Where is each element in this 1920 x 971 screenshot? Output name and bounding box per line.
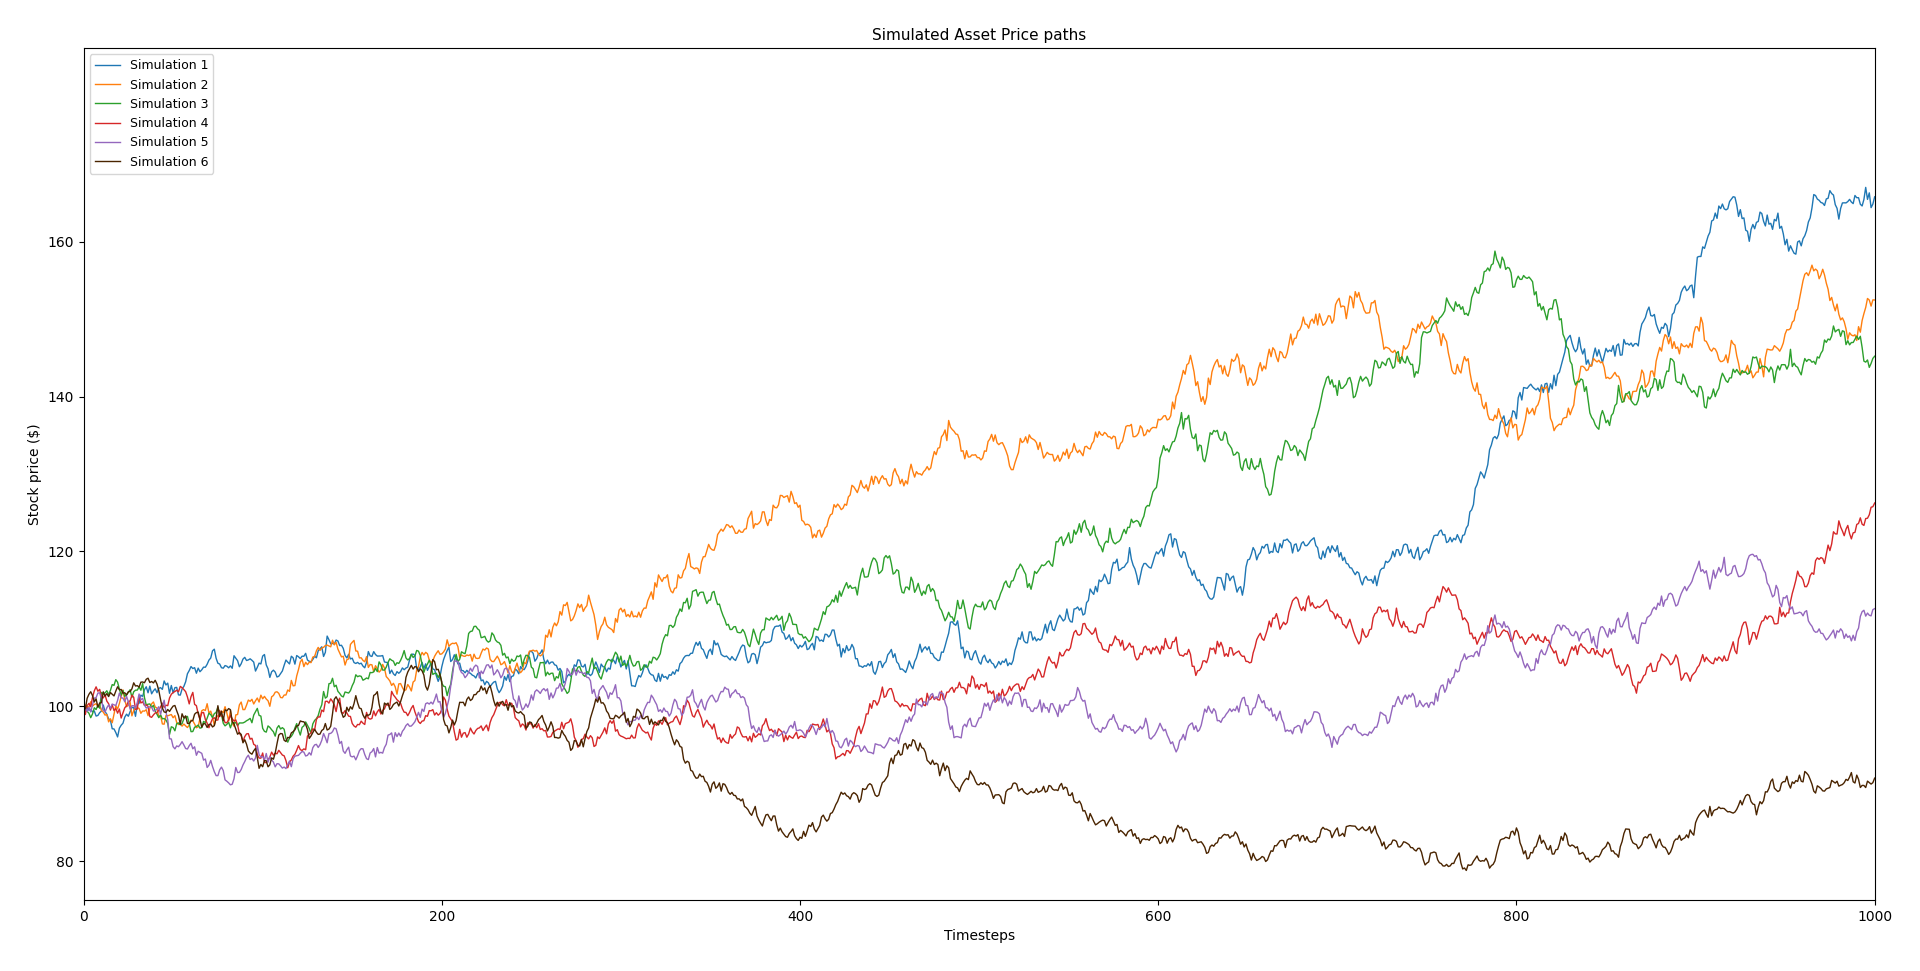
Simulation 2: [184, 721, 207, 733]
Simulation 1: [1862, 191, 1885, 203]
Simulation 1: [1855, 182, 1878, 193]
Simulation 3: [180, 725, 204, 737]
Simulation 2: [180, 715, 204, 726]
Line: Simulation 5: Simulation 5: [84, 554, 1874, 785]
Line: Simulation 1: Simulation 1: [84, 187, 1874, 737]
Simulation 5: [1780, 603, 1803, 615]
Simulation 3: [73, 700, 96, 712]
Simulation 6: [1780, 783, 1803, 794]
Simulation 5: [73, 700, 96, 712]
Simulation 3: [1780, 344, 1803, 355]
Simulation 2: [1657, 338, 1680, 350]
Simulation 4: [1657, 655, 1680, 667]
Simulation 5: [1657, 588, 1680, 600]
Simulation 5: [1862, 603, 1885, 615]
Line: Simulation 2: Simulation 2: [84, 265, 1874, 727]
Simulation 6: [73, 700, 96, 712]
Simulation 3: [1469, 279, 1492, 290]
Simulation 4: [1469, 630, 1492, 642]
Simulation 1: [182, 662, 205, 674]
X-axis label: Timesteps: Timesteps: [943, 929, 1014, 943]
Legend: Simulation 1, Simulation 2, Simulation 3, Simulation 4, Simulation 5, Simulation: Simulation 1, Simulation 2, Simulation 3…: [90, 54, 213, 174]
Simulation 3: [1538, 304, 1561, 316]
Simulation 2: [1469, 388, 1492, 400]
Line: Simulation 6: Simulation 6: [84, 659, 1874, 870]
Simulation 4: [1536, 634, 1559, 646]
Line: Simulation 4: Simulation 4: [84, 503, 1874, 768]
Simulation 1: [106, 731, 129, 743]
Simulation 6: [1471, 854, 1494, 866]
Simulation 5: [438, 693, 461, 705]
Simulation 5: [1536, 645, 1559, 656]
Simulation 3: [276, 736, 300, 748]
Y-axis label: Stock price ($): Stock price ($): [27, 423, 42, 525]
Simulation 5: [219, 779, 242, 790]
Simulation 4: [1862, 497, 1885, 509]
Simulation 4: [438, 711, 461, 722]
Simulation 6: [1538, 844, 1561, 855]
Simulation 3: [1862, 351, 1885, 362]
Simulation 6: [1862, 772, 1885, 784]
Simulation 4: [1778, 607, 1801, 619]
Simulation 1: [73, 700, 96, 712]
Simulation 2: [1536, 381, 1559, 392]
Simulation 1: [1469, 466, 1492, 478]
Simulation 4: [180, 686, 204, 698]
Simulation 1: [1536, 378, 1559, 389]
Simulation 1: [438, 641, 461, 653]
Simulation 3: [1484, 246, 1507, 257]
Simulation 5: [1741, 549, 1764, 560]
Simulation 6: [1659, 847, 1682, 858]
Title: Simulated Asset Price paths: Simulated Asset Price paths: [872, 28, 1087, 43]
Simulation 2: [73, 700, 96, 712]
Simulation 4: [276, 762, 300, 774]
Simulation 6: [438, 727, 461, 739]
Simulation 3: [438, 683, 461, 694]
Simulation 2: [438, 641, 461, 653]
Simulation 5: [1469, 642, 1492, 653]
Simulation 5: [180, 743, 204, 754]
Simulation 3: [1659, 352, 1682, 364]
Simulation 2: [1778, 324, 1801, 336]
Simulation 4: [73, 700, 96, 712]
Simulation 1: [1778, 246, 1801, 257]
Simulation 6: [1455, 864, 1478, 876]
Line: Simulation 3: Simulation 3: [84, 251, 1874, 742]
Simulation 2: [1801, 259, 1824, 271]
Simulation 2: [1862, 294, 1885, 306]
Simulation 6: [420, 653, 444, 665]
Simulation 1: [1657, 331, 1680, 343]
Simulation 6: [180, 715, 204, 726]
